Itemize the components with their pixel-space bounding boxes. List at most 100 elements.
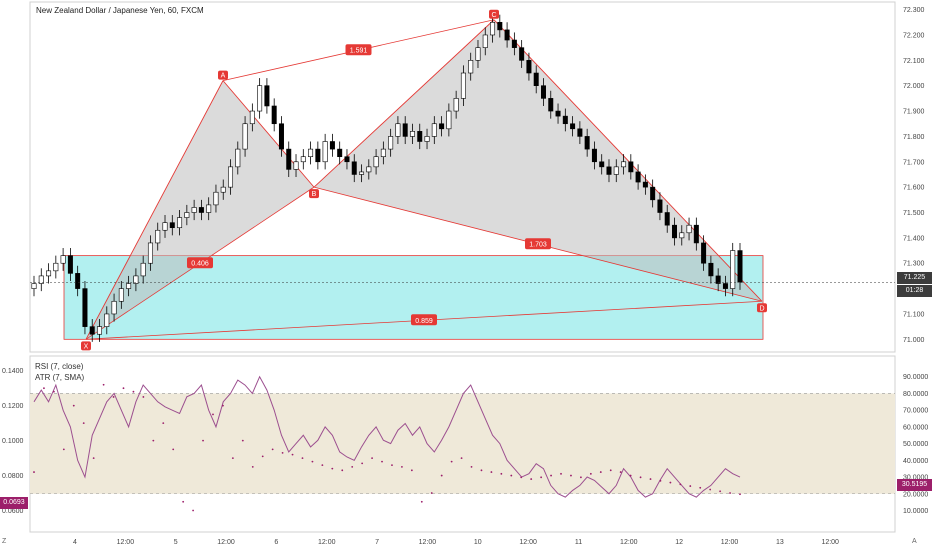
rsi-axis-tick-label: 80.0000: [903, 391, 928, 398]
time-axis-tick-label: 11: [575, 539, 582, 546]
rsi-band: [30, 393, 895, 494]
candle-body: [380, 148, 386, 158]
atr-dot: [679, 483, 682, 486]
atr-dot: [62, 448, 65, 451]
candle-body: [671, 224, 677, 239]
rsi-label: RSI (7, close): [35, 362, 84, 371]
ratio-label-box: [411, 314, 437, 326]
ratio-label: 1.591: [350, 48, 368, 55]
candle-body: [635, 171, 641, 183]
time-axis-tick-label: 12:00: [419, 539, 437, 546]
pattern-point-marker: [757, 303, 767, 313]
atr-dot: [570, 474, 572, 477]
candle-body: [104, 313, 110, 327]
atr-value-tag: 0.0693: [0, 497, 28, 509]
atr-dot: [450, 460, 453, 463]
atr-dot: [629, 474, 632, 477]
atr-label: ATR (7, SMA): [35, 373, 85, 382]
price-axis-tick-label: 71.800: [903, 134, 925, 141]
candle-body: [278, 123, 284, 150]
atr-dot: [331, 467, 334, 470]
atr-dot: [401, 465, 403, 468]
candle-body: [693, 224, 699, 244]
atr-dot: [530, 478, 533, 480]
atr-dot: [241, 439, 244, 442]
chart-title: New Zealand Dollar / Japanese Yen, 60, F…: [36, 6, 204, 15]
rsi-axis-tick-label: 50.0000: [903, 441, 928, 448]
price-axis-tick-label: 71.400: [903, 235, 925, 242]
pattern-point-label: B: [312, 191, 317, 198]
atr-dot: [580, 476, 582, 479]
price-axis-tick-label: 71.600: [903, 185, 925, 192]
ratio-label: 1.703: [529, 242, 547, 249]
atr-dot: [470, 465, 473, 468]
candle-body: [409, 131, 415, 137]
pattern-point-label: C: [491, 12, 496, 19]
ratio-label: 0.406: [191, 261, 209, 268]
atr-dot: [52, 390, 55, 393]
atr-dot: [420, 500, 423, 503]
time-axis-tick-label: 7: [375, 539, 379, 546]
candle-body: [373, 156, 379, 168]
atr-dot: [231, 457, 234, 460]
atr-dot: [182, 500, 185, 503]
candle-body: [213, 191, 219, 206]
candle-body: [468, 60, 474, 74]
atr-dot: [301, 457, 304, 460]
price-axis-tick-label: 72.000: [903, 83, 925, 90]
time-axis-tick-label: 12:00: [217, 539, 235, 546]
atr-dot: [381, 460, 383, 463]
candle-body: [504, 29, 510, 41]
candle-body: [475, 47, 481, 61]
atr-dot: [550, 474, 552, 477]
candle-body: [118, 288, 124, 302]
auto-scale-button[interactable]: A: [912, 538, 917, 545]
candle-body: [664, 212, 670, 226]
atr-dot: [659, 479, 662, 482]
atr-dot: [430, 492, 433, 494]
atr-dot: [729, 492, 731, 494]
candle-body: [162, 222, 168, 231]
candle-body: [67, 255, 73, 274]
candle-body: [133, 275, 139, 284]
pattern-point-label: X: [84, 343, 89, 350]
candle-body: [293, 161, 299, 170]
candle-body: [584, 136, 590, 150]
candle-body: [730, 250, 736, 289]
candle-body: [686, 224, 692, 234]
time-axis-tick-label: 13: [776, 539, 784, 546]
atr-dot: [212, 413, 214, 416]
candle-body: [177, 217, 183, 229]
ratio-label-box: [345, 44, 372, 56]
atr-dot: [440, 474, 443, 477]
time-axis-tick-label: 12:00: [519, 539, 537, 546]
atr-dot: [291, 453, 294, 456]
candle-body: [351, 161, 357, 175]
candle-body: [31, 283, 37, 289]
time-axis-tick-label: 5: [174, 539, 178, 546]
candle-body: [60, 255, 66, 264]
atr-dot: [649, 478, 652, 480]
atr-dot: [460, 457, 463, 460]
rsi-axis-tick-label: 70.0000: [903, 408, 928, 415]
candle-body: [140, 262, 146, 277]
candle-body: [540, 85, 546, 99]
time-axis-tick-label: 12:00: [821, 539, 839, 546]
candle-body: [657, 199, 663, 213]
candle-body: [591, 148, 597, 163]
candle-body: [111, 300, 117, 315]
candle-body: [642, 181, 648, 188]
atr-dot: [92, 457, 95, 460]
timezone-button[interactable]: Z: [2, 538, 7, 545]
candle-body: [460, 72, 466, 99]
atr-dot: [689, 485, 692, 487]
atr-dot: [132, 390, 135, 393]
atr-dot: [699, 486, 702, 489]
atr-dot: [480, 469, 483, 472]
candle-body: [621, 161, 627, 168]
candle-body: [366, 166, 372, 173]
candle-body: [315, 148, 321, 163]
ratio-label: 0.859: [415, 318, 433, 325]
candle-body: [53, 262, 59, 272]
